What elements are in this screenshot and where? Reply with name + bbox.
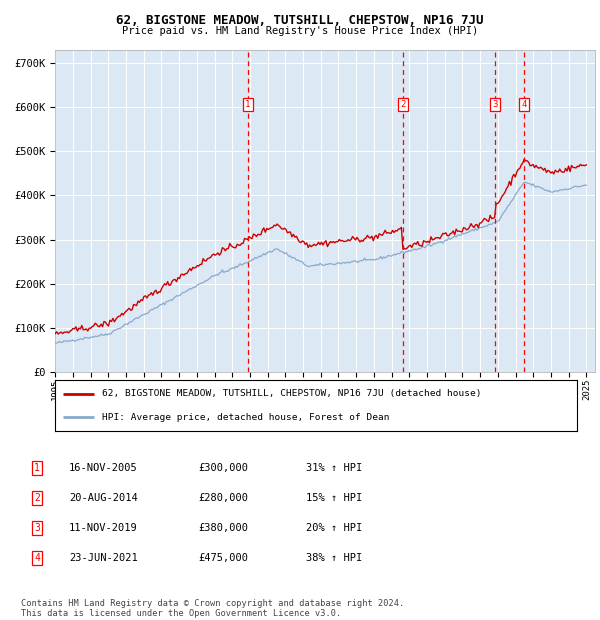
Text: 23-JUN-2021: 23-JUN-2021 [69,553,138,563]
Text: Contains HM Land Registry data © Crown copyright and database right 2024.
This d: Contains HM Land Registry data © Crown c… [21,599,404,618]
Text: £280,000: £280,000 [198,493,248,503]
Text: 62, BIGSTONE MEADOW, TUTSHILL, CHEPSTOW, NP16 7JU (detached house): 62, BIGSTONE MEADOW, TUTSHILL, CHEPSTOW,… [102,389,482,398]
Text: 2: 2 [400,100,406,109]
Text: £380,000: £380,000 [198,523,248,533]
Text: 62, BIGSTONE MEADOW, TUTSHILL, CHEPSTOW, NP16 7JU: 62, BIGSTONE MEADOW, TUTSHILL, CHEPSTOW,… [116,14,484,27]
Text: 3: 3 [34,523,40,533]
Text: 20% ↑ HPI: 20% ↑ HPI [306,523,362,533]
Text: 38% ↑ HPI: 38% ↑ HPI [306,553,362,563]
Text: 1: 1 [34,463,40,473]
Text: 16-NOV-2005: 16-NOV-2005 [69,463,138,473]
Text: 31% ↑ HPI: 31% ↑ HPI [306,463,362,473]
Text: £475,000: £475,000 [198,553,248,563]
Text: 1: 1 [245,100,251,109]
Text: 4: 4 [521,100,527,109]
Text: 15% ↑ HPI: 15% ↑ HPI [306,493,362,503]
Text: 4: 4 [34,553,40,563]
Text: 3: 3 [493,100,498,109]
Text: 2: 2 [34,493,40,503]
Text: 20-AUG-2014: 20-AUG-2014 [69,493,138,503]
Text: 11-NOV-2019: 11-NOV-2019 [69,523,138,533]
Text: £300,000: £300,000 [198,463,248,473]
Text: HPI: Average price, detached house, Forest of Dean: HPI: Average price, detached house, Fore… [102,413,389,422]
Text: Price paid vs. HM Land Registry's House Price Index (HPI): Price paid vs. HM Land Registry's House … [122,26,478,36]
